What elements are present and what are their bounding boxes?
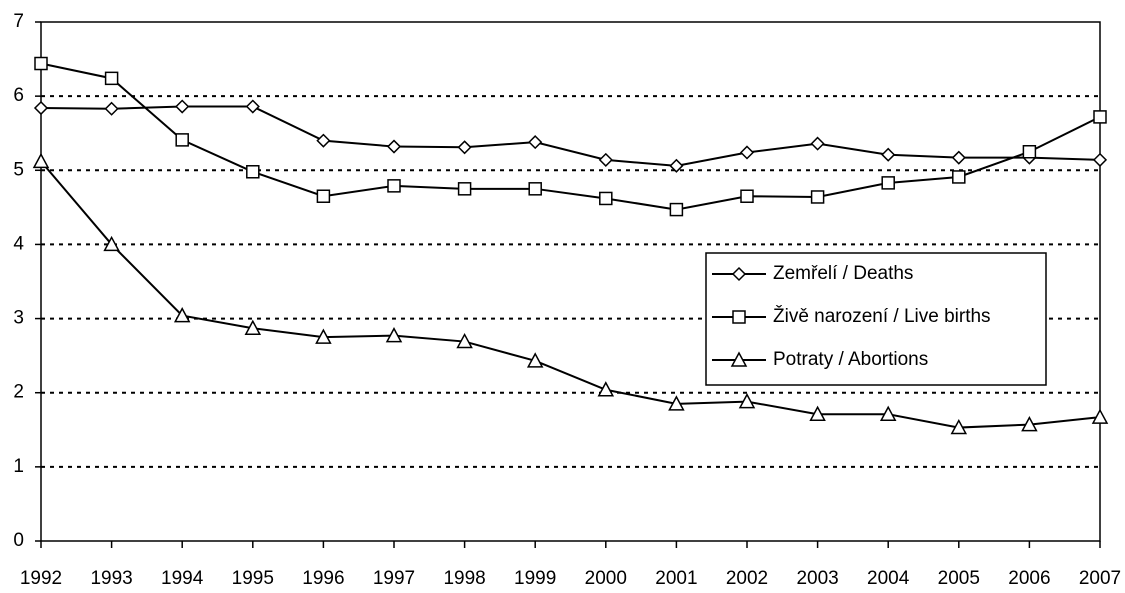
marker xyxy=(528,135,543,150)
marker xyxy=(668,395,685,411)
y-tick-label: 1 xyxy=(13,456,24,477)
marker xyxy=(1022,145,1037,159)
x-tick-label: 2004 xyxy=(867,568,910,589)
marker xyxy=(316,189,331,203)
marker xyxy=(104,71,119,86)
x-tick-label: 1992 xyxy=(20,568,62,589)
marker xyxy=(103,235,120,252)
y-tick-label: 6 xyxy=(13,85,24,106)
series-line xyxy=(40,160,1101,429)
marker xyxy=(881,147,896,162)
marker xyxy=(175,99,190,114)
marker xyxy=(950,418,968,435)
marker xyxy=(669,158,684,173)
marker xyxy=(175,133,189,147)
x-tick-label: 1995 xyxy=(232,568,274,589)
y-tick-label: 4 xyxy=(13,233,24,254)
marker xyxy=(526,352,544,368)
marker xyxy=(245,99,260,114)
x-tick-label: 1993 xyxy=(90,568,132,589)
marker xyxy=(32,152,50,169)
marker xyxy=(528,182,542,196)
x-tick-label: 2003 xyxy=(796,568,838,589)
marker xyxy=(456,332,473,349)
marker xyxy=(738,393,756,409)
x-tick-label: 2001 xyxy=(655,568,697,589)
marker xyxy=(1093,110,1107,124)
y-tick-label: 3 xyxy=(13,308,24,329)
legend-label: Potraty / Abortions xyxy=(773,349,928,370)
x-tick-label: 1997 xyxy=(373,568,415,589)
marker xyxy=(809,405,826,421)
marker xyxy=(739,145,755,160)
marker xyxy=(315,328,332,344)
marker xyxy=(1091,408,1109,424)
marker xyxy=(457,140,472,155)
legend-label: Živě narození / Live births xyxy=(773,305,991,327)
marker xyxy=(952,170,966,184)
x-tick-label: 1994 xyxy=(161,568,204,589)
marker xyxy=(599,191,613,206)
marker xyxy=(457,182,472,196)
marker xyxy=(34,56,48,71)
marker xyxy=(731,266,747,282)
y-tick-label: 2 xyxy=(13,382,24,403)
y-tick-label: 7 xyxy=(13,11,24,32)
marker xyxy=(244,319,262,335)
marker xyxy=(33,100,49,116)
y-tick-label: 0 xyxy=(13,530,24,551)
marker xyxy=(732,310,746,324)
marker xyxy=(879,405,897,421)
plot-frame xyxy=(40,21,1101,542)
x-tick-label: 2006 xyxy=(1008,568,1050,589)
marker xyxy=(316,133,331,148)
x-tick-label: 2000 xyxy=(585,568,627,589)
marker xyxy=(669,202,684,217)
marker xyxy=(104,101,119,116)
y-tick-label: 5 xyxy=(13,159,24,180)
marker xyxy=(730,351,748,367)
marker xyxy=(597,381,615,397)
series-line xyxy=(40,62,1101,211)
marker xyxy=(385,327,403,343)
series-line xyxy=(40,105,1101,167)
marker xyxy=(173,307,191,323)
x-tick-label: 1999 xyxy=(514,568,556,589)
marker xyxy=(386,139,402,154)
marker xyxy=(810,136,825,151)
marker xyxy=(951,150,966,165)
x-tick-label: 2007 xyxy=(1079,568,1121,589)
marker xyxy=(246,165,260,179)
marker xyxy=(881,176,895,190)
legend-label: Zemřelí / Deaths xyxy=(773,263,913,284)
x-tick-label: 2002 xyxy=(726,568,768,589)
marker xyxy=(1021,416,1038,432)
x-tick-label: 1996 xyxy=(302,568,344,589)
marker xyxy=(598,152,613,167)
x-tick-label: 1998 xyxy=(443,568,485,589)
marker xyxy=(1092,152,1108,167)
marker xyxy=(387,179,401,193)
x-tick-label: 2005 xyxy=(938,568,980,589)
marker xyxy=(810,190,825,204)
marker xyxy=(740,189,754,203)
